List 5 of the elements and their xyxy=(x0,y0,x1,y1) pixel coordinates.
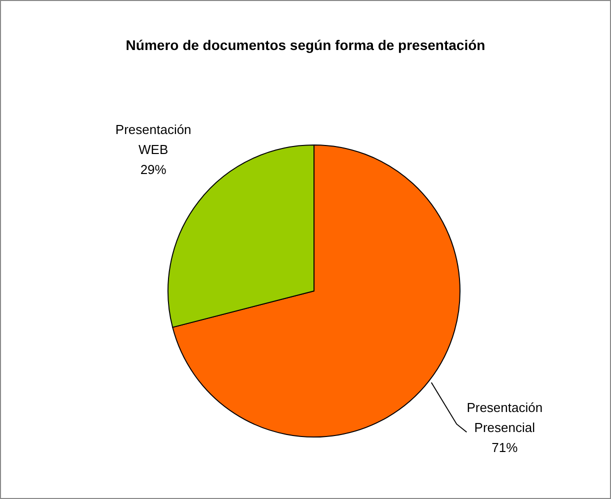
slice-label: Presentación WEB xyxy=(115,122,192,157)
data-label: 71% xyxy=(492,440,518,456)
data-label: 29% xyxy=(140,162,167,177)
slice-label: Presentación Presencial xyxy=(466,400,543,436)
chart-title: Número de documentos según forma de presentación xyxy=(126,37,486,53)
